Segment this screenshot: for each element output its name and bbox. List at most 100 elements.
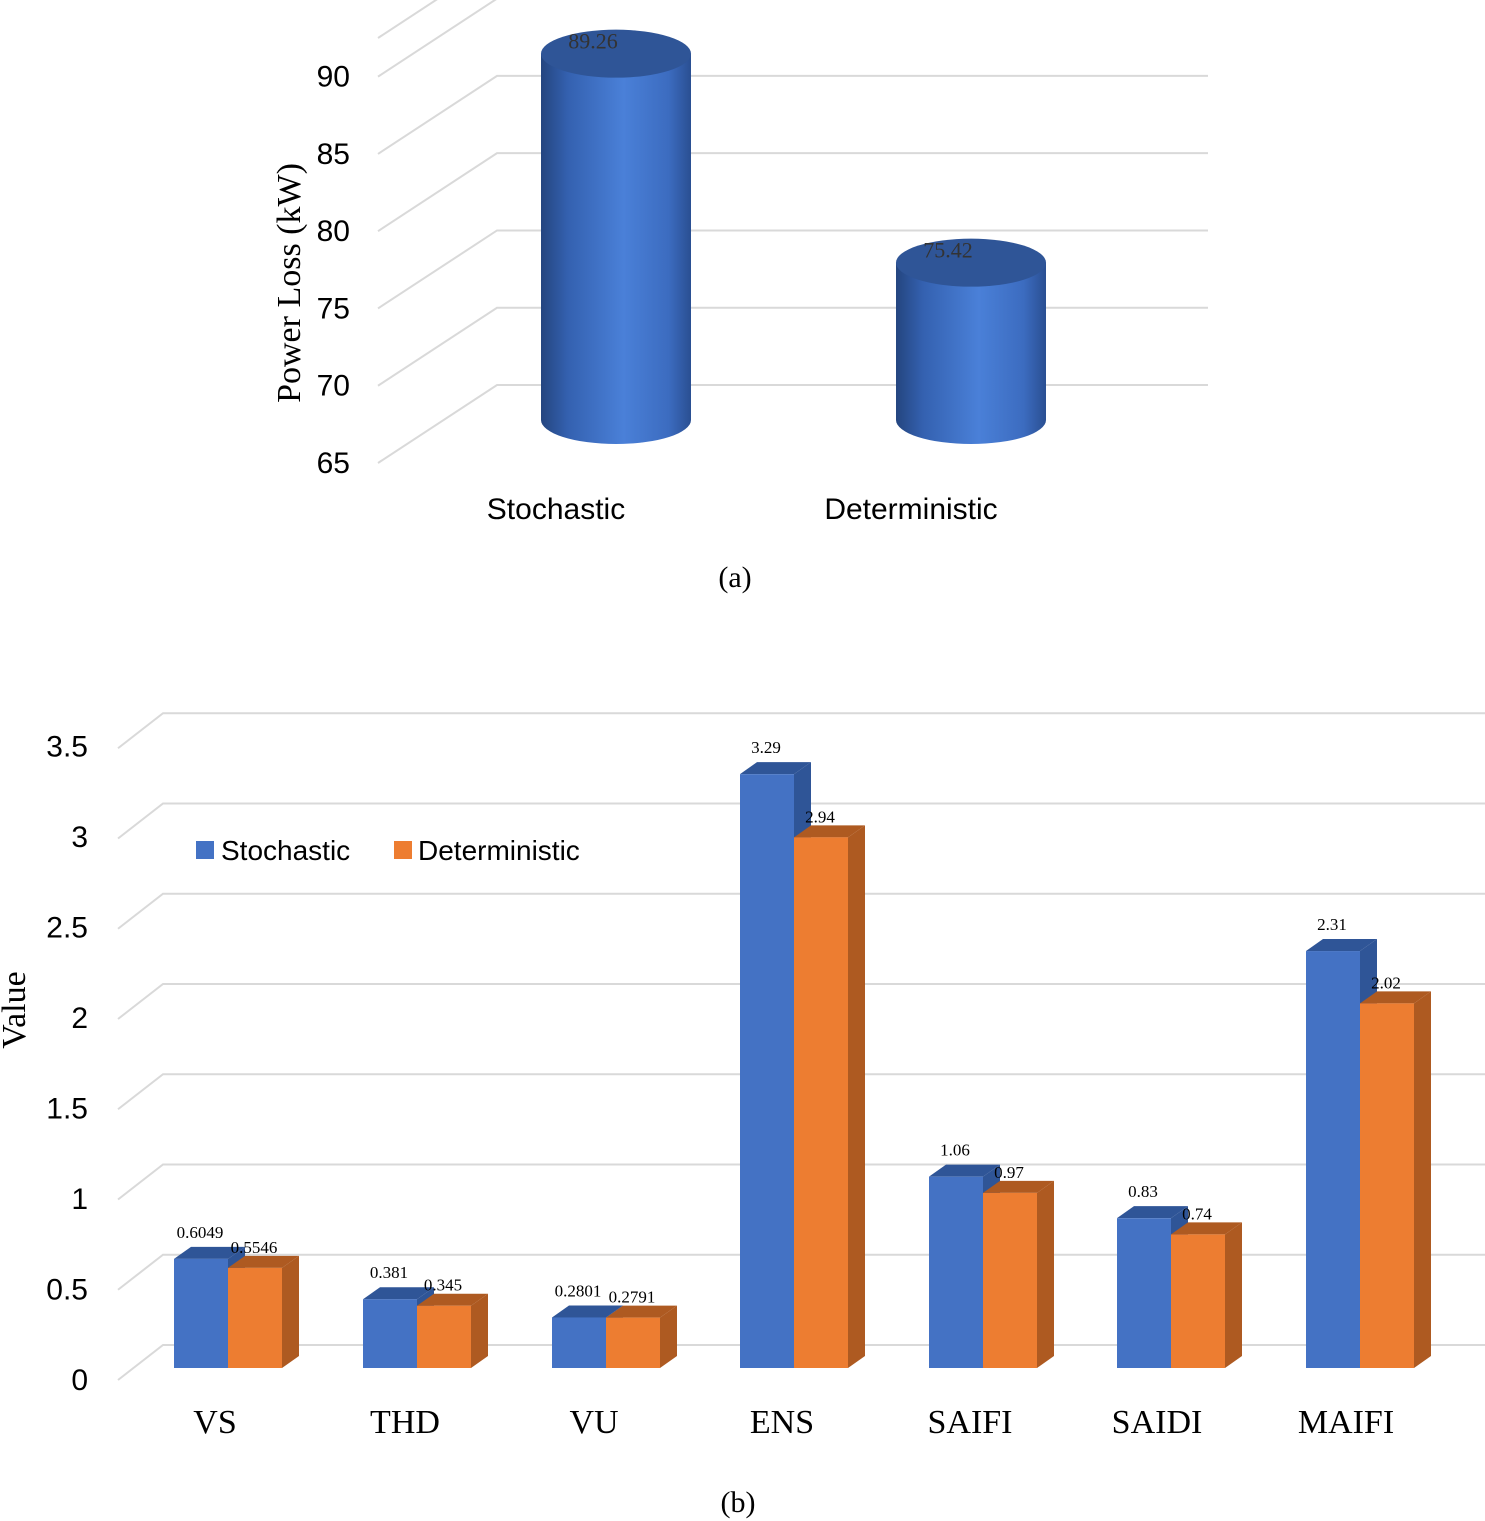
x-tick-label: THD xyxy=(370,1404,440,1441)
chart-b-y-ticks: 0 0.5 1 1.5 2 2.5 3 3.5 xyxy=(46,731,88,1398)
data-label: 89.26 xyxy=(568,29,618,54)
bar-side xyxy=(660,1305,677,1368)
data-label: 75.42 xyxy=(923,238,973,263)
data-label: 0.2791 xyxy=(609,1288,656,1307)
bar-front xyxy=(740,774,794,1368)
y-tick-label: 3 xyxy=(71,821,88,854)
gridline xyxy=(117,1163,1485,1201)
x-tick-label: VU xyxy=(569,1404,618,1441)
bar-top xyxy=(552,1305,623,1318)
cylinder-top xyxy=(896,238,1046,287)
gridline xyxy=(117,983,1485,1020)
gridline xyxy=(377,0,438,39)
bar-front xyxy=(983,1192,1037,1368)
chart-a-gridlines xyxy=(377,0,1208,464)
y-tick-label: 90 xyxy=(317,61,350,94)
bar-saidi-deterministic xyxy=(1171,1222,1242,1368)
y-tick-label: 2 xyxy=(71,1002,88,1035)
cylinder-body xyxy=(541,53,691,444)
bar-top xyxy=(1171,1222,1242,1235)
chart-b-y-axis-label: Value xyxy=(0,971,33,1048)
data-label: 0.6049 xyxy=(177,1223,224,1242)
bar-top xyxy=(1117,1206,1188,1219)
y-tick-label: 80 xyxy=(317,215,350,248)
chart-a-x-ticks: Stochastic Deterministic xyxy=(487,493,998,526)
gridline xyxy=(117,802,1485,840)
x-tick-label: SAIDI xyxy=(1112,1404,1203,1441)
bar-front xyxy=(1117,1218,1171,1368)
legend-swatch-deterministic xyxy=(394,841,412,859)
y-tick-label: 75 xyxy=(317,292,350,325)
data-label: 0.97 xyxy=(994,1163,1024,1182)
bar-front xyxy=(174,1258,228,1368)
bar-front xyxy=(1360,1003,1414,1368)
legend-swatch-stochastic xyxy=(196,841,214,859)
data-label: 3.29 xyxy=(751,738,781,757)
legend-label-stochastic: Stochastic xyxy=(221,835,350,866)
bar-side xyxy=(848,825,865,1368)
bar-front xyxy=(417,1305,471,1368)
bar-ens-deterministic xyxy=(794,825,865,1368)
bar-top xyxy=(740,762,811,775)
data-label: 0.74 xyxy=(1182,1204,1212,1223)
bar-maifi-deterministic xyxy=(1360,991,1431,1368)
x-tick-label: MAIFI xyxy=(1298,1404,1394,1441)
bar-side xyxy=(1225,1222,1242,1368)
y-tick-label: 2.5 xyxy=(46,912,88,945)
bar-side xyxy=(471,1293,488,1368)
legend-label-deterministic: Deterministic xyxy=(418,835,580,866)
cylinder-body xyxy=(896,262,1046,444)
data-label: 0.2801 xyxy=(555,1281,602,1300)
x-tick-label: VS xyxy=(193,1404,236,1441)
data-label: 2.31 xyxy=(1317,915,1347,934)
bar-top xyxy=(794,825,865,838)
x-tick-label: Deterministic xyxy=(824,493,997,526)
bar-top xyxy=(1360,991,1431,1004)
data-label: 0.345 xyxy=(424,1276,462,1295)
bar-top xyxy=(228,1255,299,1268)
bar-top xyxy=(174,1246,245,1259)
gridline xyxy=(377,152,1208,233)
bar-front xyxy=(552,1317,606,1368)
bar-front xyxy=(1306,951,1360,1368)
bar-front xyxy=(606,1317,660,1368)
gridline xyxy=(377,384,1208,464)
chart-b-x-ticks: VS THD VU ENS SAIFI SAIDI MAIFI xyxy=(193,1404,1394,1441)
gridline xyxy=(377,229,1208,310)
chart-a-y-ticks: 65 70 75 80 85 90 xyxy=(317,61,350,480)
gridline xyxy=(377,74,1208,155)
data-label: 2.02 xyxy=(1371,973,1401,992)
y-tick-label: 1.5 xyxy=(46,1093,88,1126)
x-tick-label: Stochastic xyxy=(487,493,625,526)
cylinder-bar-stochastic xyxy=(541,29,691,444)
bar-front xyxy=(794,837,848,1368)
bar-top xyxy=(606,1305,677,1318)
bar-top xyxy=(363,1287,434,1300)
bar-side xyxy=(282,1255,299,1368)
bar-top xyxy=(983,1180,1054,1193)
bar-top xyxy=(1306,939,1377,952)
y-tick-label: 0 xyxy=(71,1364,88,1397)
caption-b: (b) xyxy=(721,1486,756,1519)
data-label: 0.5546 xyxy=(231,1238,278,1257)
data-label: 2.94 xyxy=(805,807,835,826)
bar-top xyxy=(929,1164,1000,1177)
y-tick-label: 85 xyxy=(317,138,350,171)
bar-thd-deterministic xyxy=(417,1293,488,1368)
bar-side xyxy=(1037,1180,1054,1368)
caption-a: (a) xyxy=(718,561,751,594)
bar-front xyxy=(228,1267,282,1368)
y-tick-label: 70 xyxy=(317,370,350,403)
bar-saifi-deterministic xyxy=(983,1180,1054,1368)
data-label: 1.06 xyxy=(940,1141,970,1160)
gridline xyxy=(117,1073,1485,1111)
bar-front xyxy=(363,1299,417,1368)
chart-b-legend: Stochastic Deterministic xyxy=(196,835,580,866)
gridline xyxy=(117,892,1485,930)
chart-a-y-axis-label: Power Loss (kW) xyxy=(271,163,308,403)
x-tick-label: ENS xyxy=(750,1404,814,1441)
cylinder-top xyxy=(541,29,691,78)
y-tick-label: 1 xyxy=(71,1183,88,1216)
